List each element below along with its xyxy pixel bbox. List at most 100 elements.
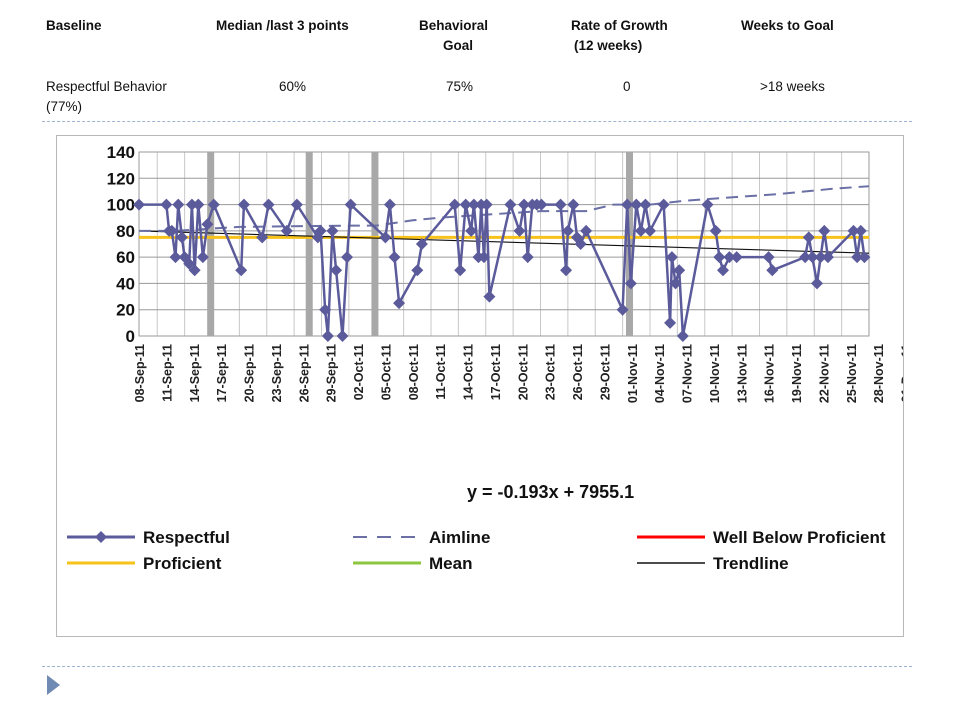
respectful-point	[188, 264, 201, 277]
respectful-point	[624, 277, 637, 290]
respectful-point	[172, 198, 185, 211]
y-tick-label: 140	[107, 143, 135, 162]
respectful-point	[336, 330, 349, 342]
x-tick-label: 07-Nov-11	[681, 344, 695, 403]
x-tick-label: 26-Oct-11	[571, 344, 585, 400]
respectful-point	[459, 198, 472, 211]
respectful-point	[723, 251, 736, 264]
x-tick-label: 20-Oct-11	[516, 344, 530, 400]
respectful-point	[669, 277, 682, 290]
respectful-point	[673, 264, 686, 277]
respectful-point	[730, 251, 743, 264]
respectful-point	[393, 297, 406, 310]
respectful-point	[454, 264, 467, 277]
respectful-point	[521, 251, 534, 264]
respectful-point	[169, 251, 182, 264]
aimline	[139, 185, 870, 232]
x-tick-label: 08-Sep-11	[133, 344, 147, 402]
respectful-point	[676, 330, 689, 342]
respectful-point	[379, 231, 392, 244]
respectful-point	[448, 198, 461, 211]
y-tick-label: 40	[116, 274, 135, 293]
respectful-point	[709, 224, 722, 237]
x-tick-label: 17-Oct-11	[489, 344, 503, 400]
chart-svg: 0 20 40 60 80 100 120 140 08-Sep-11 11-Sep-11 14-S…	[67, 143, 904, 573]
respectful-point	[561, 224, 574, 237]
x-tick-label: 22-Nov-11	[817, 344, 831, 403]
y-tick-label: 0	[126, 327, 135, 346]
respectful-point	[713, 251, 726, 264]
respectful-point	[235, 264, 248, 277]
top-divider	[42, 121, 912, 122]
respectful-point	[580, 224, 593, 237]
y-tick-label: 100	[107, 196, 135, 215]
x-tick-label: 25-Nov-11	[845, 344, 859, 403]
respectful-point	[321, 330, 334, 342]
legend-label: Trendline	[713, 554, 789, 573]
respectful-point	[344, 198, 357, 211]
y-tick-label: 60	[116, 248, 135, 267]
respectful-point	[280, 224, 293, 237]
respectful-point	[802, 231, 815, 244]
respectful-point	[554, 198, 567, 211]
x-tick-label: 26-Sep-11	[297, 344, 311, 402]
x-tick-label: 04-Nov-11	[653, 344, 667, 403]
legend-label: Respectful	[143, 528, 230, 547]
respectful-point	[701, 198, 714, 211]
respectful-point	[854, 224, 867, 237]
respectful-point	[560, 264, 573, 277]
respectful-point	[630, 198, 643, 211]
respectful-point	[330, 264, 343, 277]
respectful-point	[415, 238, 428, 250]
x-tick-label: 05-Oct-11	[379, 344, 393, 400]
triangle-right-icon[interactable]	[47, 675, 60, 695]
respectful-point	[196, 251, 209, 264]
x-tick-label: 01-Nov-11	[626, 344, 640, 403]
x-tick-label: 23-Sep-11	[270, 344, 284, 402]
respectful-point	[513, 224, 526, 237]
header-median: Median /last 3 points	[216, 18, 349, 33]
respectful-point	[207, 198, 220, 211]
header-weeks: Weeks to Goal	[741, 18, 834, 33]
respectful-point	[664, 316, 677, 329]
plot-area	[138, 151, 870, 337]
y-tick-label: 120	[107, 169, 135, 188]
respectful-point	[326, 224, 339, 237]
respectful-point	[766, 264, 779, 277]
legend-marker	[95, 531, 107, 543]
respectful-point	[818, 224, 831, 237]
legend-label: Aimline	[429, 528, 490, 547]
respectful-point	[814, 251, 827, 264]
x-tick-label: 19-Nov-11	[790, 344, 804, 403]
respectful-point	[388, 251, 401, 264]
respectful-point	[192, 198, 205, 211]
chart-frame: 0 20 40 60 80 100 120 140 08-Sep-11 11-Sep-11 14-S…	[56, 135, 904, 637]
respectful-point	[319, 303, 332, 316]
phase-change-line	[371, 152, 379, 336]
phase-change-line	[207, 152, 215, 336]
x-tick-label: 13-Nov-11	[735, 344, 749, 403]
x-tick-label: 20-Sep-11	[243, 344, 257, 402]
legend-label: Proficient	[143, 554, 222, 573]
x-tick-label: 10-Nov-11	[708, 344, 722, 403]
row-label-line2: (77%)	[46, 99, 83, 114]
respectful-point	[518, 198, 531, 211]
respectful-point	[574, 238, 587, 250]
legend-label: Mean	[429, 554, 472, 573]
x-tick-label: 28-Nov-11	[872, 344, 886, 403]
respectful-point	[847, 224, 860, 237]
respectful-point	[383, 198, 396, 211]
respectful-point	[237, 198, 250, 211]
x-tick-label: 01-Dec-11	[900, 344, 904, 402]
header-rate-line1: Rate of Growth	[571, 18, 668, 33]
header-rate-line2: (12 weeks)	[574, 38, 643, 53]
respectful-point	[665, 251, 678, 264]
row-label-line1: Respectful Behavior	[46, 79, 167, 94]
x-tick-label: 17-Sep-11	[215, 344, 229, 402]
respectful-point	[183, 257, 196, 270]
respectful-point	[810, 277, 823, 290]
phase-change-line	[305, 152, 313, 336]
respectful-point	[621, 198, 634, 211]
header-baseline: Baseline	[46, 18, 102, 33]
x-tick-label: 16-Nov-11	[763, 344, 777, 403]
